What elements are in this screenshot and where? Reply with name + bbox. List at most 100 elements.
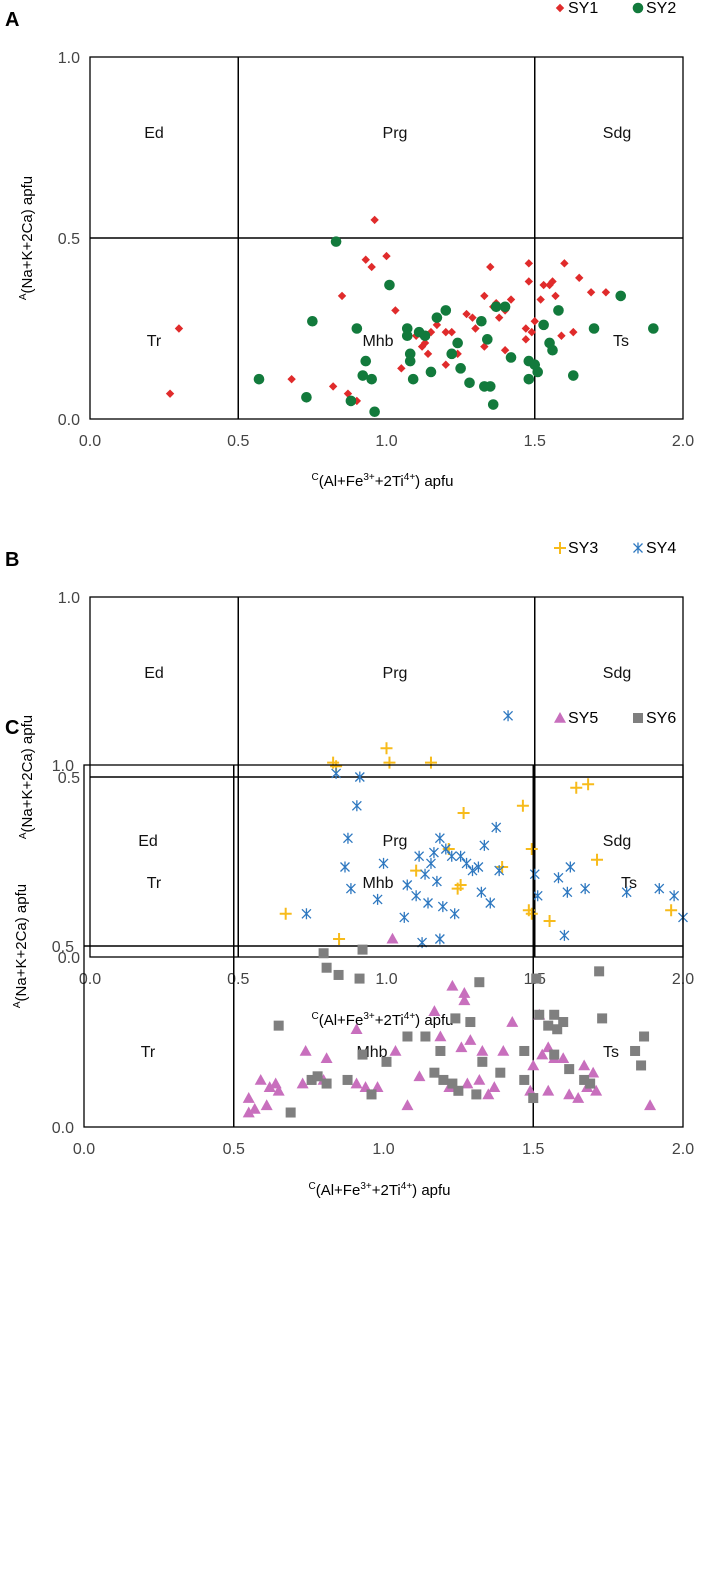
legend-marker-sy2 xyxy=(632,2,644,14)
region-label-prg: Prg xyxy=(383,125,408,142)
data-point-sy5 xyxy=(497,1044,510,1056)
data-point-sy3 xyxy=(570,781,583,794)
data-point-sy3 xyxy=(380,742,393,755)
data-point-sy4 xyxy=(340,861,350,873)
data-point-sy6 xyxy=(549,1009,560,1020)
region-label-tr: Tr xyxy=(141,1044,156,1061)
data-point-sy3 xyxy=(424,756,437,769)
panel-letter: A xyxy=(5,9,19,31)
x-tick-label: 0.5 xyxy=(227,433,249,450)
data-point-sy1 xyxy=(174,324,184,333)
data-point-sy5 xyxy=(299,1044,312,1056)
data-point-sy4 xyxy=(420,868,431,880)
legend-label-sy3: SY3 xyxy=(568,540,598,557)
data-point-sy2 xyxy=(484,381,496,392)
series-sy1 xyxy=(165,215,611,406)
region-label-ts: Ts xyxy=(603,1044,619,1061)
data-point-sy1 xyxy=(575,273,584,283)
data-point-sy1 xyxy=(506,295,516,304)
data-point-sy1 xyxy=(527,327,536,337)
data-point-sy1 xyxy=(480,291,489,301)
data-point-sy2 xyxy=(567,370,579,381)
data-point-sy1 xyxy=(468,313,477,322)
data-point-sy6 xyxy=(306,1074,317,1085)
x-tick-label: 1.0 xyxy=(375,433,397,450)
x-tick-label: 0.0 xyxy=(79,971,101,988)
data-point-sy5 xyxy=(482,1088,495,1100)
panel-b: BEdPrgSdgTrMhbTs0.00.51.01.52.00.00.51.0… xyxy=(5,540,694,1029)
legend-marker-sy6 xyxy=(633,713,643,723)
data-point-sy2 xyxy=(401,323,413,334)
data-point-sy4 xyxy=(461,857,472,869)
data-point-sy4 xyxy=(473,861,484,873)
data-point-sy4 xyxy=(669,890,680,902)
data-point-sy1 xyxy=(569,327,578,337)
region-label-ts: Ts xyxy=(613,333,629,350)
data-point-sy6 xyxy=(312,1071,323,1082)
data-point-sy6 xyxy=(402,1031,413,1042)
data-point-sy5 xyxy=(644,1099,657,1111)
data-point-sy5 xyxy=(272,1084,285,1096)
data-point-sy6 xyxy=(639,1031,650,1042)
data-point-sy1 xyxy=(557,331,566,340)
data-point-sy4 xyxy=(479,839,490,851)
data-point-sy6 xyxy=(597,1013,608,1024)
data-point-sy5 xyxy=(557,1052,570,1064)
data-point-sy5 xyxy=(524,1084,537,1096)
data-point-sy4 xyxy=(440,843,451,855)
region-label-sdg: Sdg xyxy=(603,125,631,142)
legend-marker-sy1 xyxy=(555,3,565,13)
data-point-sy4 xyxy=(372,893,383,905)
data-point-sy2 xyxy=(404,348,416,360)
data-point-sy5 xyxy=(488,1081,501,1092)
data-point-sy4 xyxy=(345,883,356,895)
data-point-sy2 xyxy=(523,373,535,385)
data-point-sy2 xyxy=(446,348,458,360)
data-point-sy4 xyxy=(354,771,365,783)
data-point-sy2 xyxy=(538,319,549,331)
data-point-sy2 xyxy=(487,399,499,410)
data-point-sy4 xyxy=(565,861,576,873)
legend-marker-sy5 xyxy=(554,712,566,723)
legend-marker-sy4 xyxy=(633,542,643,554)
data-point-sy2 xyxy=(301,391,312,403)
data-point-sy1 xyxy=(328,382,338,391)
data-point-sy1 xyxy=(486,262,495,272)
data-point-sy1 xyxy=(601,288,611,297)
x-tick-label: 1.0 xyxy=(375,971,397,988)
data-point-sy6 xyxy=(549,1049,560,1060)
data-point-sy4 xyxy=(437,901,448,913)
data-point-sy5 xyxy=(248,1102,261,1114)
data-point-sy6 xyxy=(453,1085,464,1096)
data-point-sy6 xyxy=(438,1074,449,1085)
data-point-sy1 xyxy=(551,291,560,301)
data-point-sy1 xyxy=(382,251,391,261)
data-point-sy5 xyxy=(263,1081,276,1092)
data-point-sy6 xyxy=(420,1031,431,1042)
data-point-sy3 xyxy=(410,864,423,877)
data-point-sy5 xyxy=(434,1030,447,1042)
data-point-sy6 xyxy=(531,973,542,984)
data-point-sy6 xyxy=(495,1067,506,1078)
data-point-sy2 xyxy=(307,315,318,327)
y-axis-label: A(Na+K+2Ca) apfu xyxy=(18,715,36,839)
data-point-sy4 xyxy=(426,857,436,869)
data-point-sy6 xyxy=(366,1089,377,1100)
data-point-sy4 xyxy=(402,879,413,891)
y-tick-label: 0.5 xyxy=(52,939,74,956)
data-point-sy2 xyxy=(476,315,487,327)
data-point-sy5 xyxy=(527,1059,540,1071)
data-point-sy5 xyxy=(446,979,459,991)
data-point-sy2 xyxy=(553,305,564,316)
data-point-sy4 xyxy=(449,908,460,920)
y-tick-label: 0.5 xyxy=(58,770,80,787)
data-point-sy2 xyxy=(490,301,502,313)
x-tick-label: 1.5 xyxy=(522,1141,544,1158)
data-point-sy5 xyxy=(590,1084,603,1096)
data-point-sy2 xyxy=(464,377,475,389)
data-point-sy4 xyxy=(532,890,543,902)
region-label-mhb: Mhb xyxy=(362,875,393,892)
series-sy5 xyxy=(242,932,657,1118)
data-point-sy2 xyxy=(615,290,627,302)
data-point-sy1 xyxy=(462,309,471,319)
